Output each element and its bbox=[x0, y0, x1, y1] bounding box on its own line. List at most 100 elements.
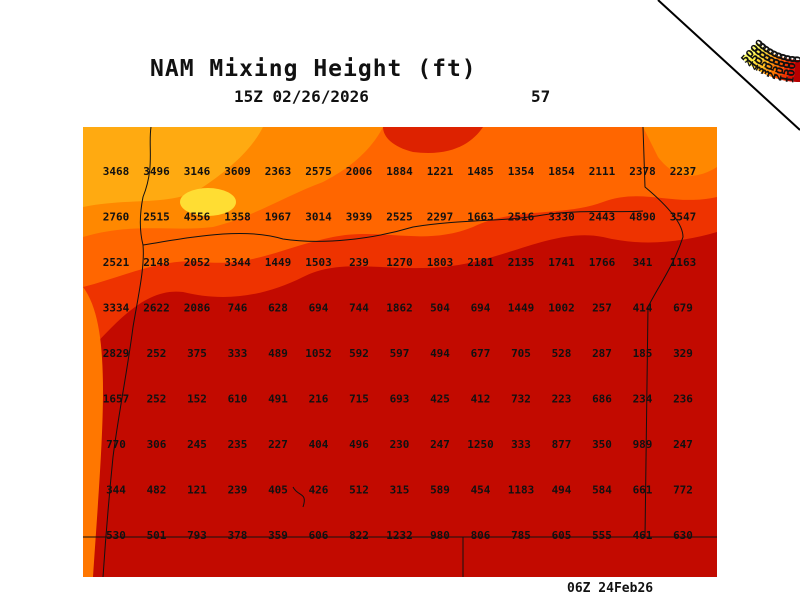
grid-value: 770 bbox=[106, 438, 126, 451]
grid-value: 245 bbox=[187, 438, 207, 451]
grid-value: 494 bbox=[430, 347, 450, 360]
field-coast-band bbox=[83, 287, 103, 577]
colorbar-wedge bbox=[780, 58, 791, 81]
grid-value: 236 bbox=[673, 393, 693, 406]
grid-value: 592 bbox=[349, 347, 369, 360]
grid-value: 494 bbox=[552, 484, 572, 497]
grid-value: 744 bbox=[349, 302, 369, 315]
grid-value: 185 bbox=[633, 347, 653, 360]
grid-value: 512 bbox=[349, 484, 369, 497]
grid-value: 705 bbox=[511, 347, 531, 360]
grid-value: 3609 bbox=[224, 165, 251, 178]
grid-value: 2111 bbox=[589, 165, 616, 178]
grid-value: 597 bbox=[390, 347, 410, 360]
grid-value: 3014 bbox=[305, 211, 332, 224]
grid-value: 1232 bbox=[386, 529, 413, 542]
grid-value: 223 bbox=[552, 393, 572, 406]
frame-number-label: 57 bbox=[531, 87, 551, 106]
grid-value: 693 bbox=[390, 393, 410, 406]
lake-outline bbox=[292, 486, 305, 508]
grid-value: 4890 bbox=[629, 211, 656, 224]
grid-value: 234 bbox=[633, 393, 653, 406]
grid-value: 746 bbox=[228, 302, 248, 315]
grid-value: 2443 bbox=[589, 211, 616, 224]
grid-value: 1741 bbox=[548, 256, 575, 269]
grid-value: 628 bbox=[268, 302, 288, 315]
grid-value: 732 bbox=[511, 393, 531, 406]
grid-value: 2237 bbox=[670, 165, 697, 178]
grid-value: 2515 bbox=[143, 211, 170, 224]
chart-title: NAM Mixing Height (ft) bbox=[150, 56, 477, 82]
field-band-3500 bbox=[83, 127, 263, 207]
grid-value: 1358 bbox=[224, 211, 251, 224]
colorbar-wedge bbox=[742, 42, 762, 63]
grid-value: 239 bbox=[349, 256, 369, 269]
grid-value: 496 bbox=[349, 438, 369, 451]
grid-value: 606 bbox=[309, 529, 329, 542]
grid-value: 661 bbox=[633, 484, 653, 497]
grid-value: 404 bbox=[309, 438, 329, 451]
grid-value: 461 bbox=[633, 529, 653, 542]
grid-value: 329 bbox=[673, 347, 693, 360]
grid-value: 344 bbox=[106, 484, 126, 497]
grid-value: 630 bbox=[673, 529, 693, 542]
field-peak-high bbox=[180, 188, 236, 216]
model-run-label: 06Z 24Feb26 bbox=[567, 581, 654, 596]
mixing-height-map: 3468 3496 3146 3609 2363 2575 2006 1884 1221 1485… bbox=[83, 127, 717, 577]
grid-value: 3496 bbox=[143, 165, 170, 178]
colorbar-divider bbox=[657, 0, 800, 131]
grid-value: 425 bbox=[430, 393, 450, 406]
colorbar-label: 0 bbox=[793, 56, 800, 63]
colorbar-label: 1000 bbox=[785, 55, 799, 84]
grid-value: 1449 bbox=[508, 302, 535, 315]
colorbar-wedge bbox=[746, 45, 765, 67]
grid-value: 216 bbox=[309, 393, 329, 406]
grid-value: 2297 bbox=[427, 211, 454, 224]
grid-value: 315 bbox=[390, 484, 410, 497]
grid-value: 530 bbox=[106, 529, 126, 542]
grid-value: 405 bbox=[268, 484, 288, 497]
grid-value: 412 bbox=[471, 393, 491, 406]
colorbar-wedge bbox=[774, 57, 786, 80]
grid-value: 822 bbox=[349, 529, 369, 542]
grid-value: 2135 bbox=[508, 256, 535, 269]
state-border-east bbox=[642, 127, 684, 538]
grid-value: 2829 bbox=[103, 347, 130, 360]
grid-value: 584 bbox=[592, 484, 612, 497]
grid-value: 227 bbox=[268, 438, 288, 451]
grid-value: 610 bbox=[228, 393, 248, 406]
grid-value: 333 bbox=[228, 347, 248, 360]
grid-value: 2148 bbox=[143, 256, 170, 269]
grid-value: 482 bbox=[147, 484, 167, 497]
grid-value: 378 bbox=[228, 529, 248, 542]
grid-value: 4556 bbox=[184, 211, 211, 224]
colorbar-wedge bbox=[793, 59, 800, 82]
grid-value: 806 bbox=[471, 529, 491, 542]
grid-value: 793 bbox=[187, 529, 207, 542]
grid-value: 589 bbox=[430, 484, 450, 497]
grid-value: 2521 bbox=[103, 256, 130, 269]
grid-value: 2575 bbox=[305, 165, 332, 178]
grid-value: 1485 bbox=[467, 165, 494, 178]
grid-value: 375 bbox=[187, 347, 207, 360]
grid-value: 235 bbox=[228, 438, 248, 451]
grid-value: 1657 bbox=[103, 393, 130, 406]
grid-value: 2378 bbox=[629, 165, 656, 178]
grid-value: 2622 bbox=[143, 302, 170, 315]
grid-value: 2363 bbox=[265, 165, 292, 178]
grid-value: 694 bbox=[471, 302, 491, 315]
grid-value: 333 bbox=[511, 438, 531, 451]
grid-value: 152 bbox=[187, 393, 207, 406]
grid-value: 1354 bbox=[508, 165, 535, 178]
grid-value: 247 bbox=[430, 438, 450, 451]
grid-value: 287 bbox=[592, 347, 612, 360]
grid-value: 1163 bbox=[670, 256, 697, 269]
grid-value: 1250 bbox=[467, 438, 494, 451]
grid-value: 306 bbox=[147, 438, 167, 451]
grid-value: 989 bbox=[633, 438, 653, 451]
grid-value: 491 bbox=[268, 393, 288, 406]
grid-value: 1270 bbox=[386, 256, 413, 269]
grid-value: 1449 bbox=[265, 256, 292, 269]
grid-value: 1503 bbox=[305, 256, 332, 269]
